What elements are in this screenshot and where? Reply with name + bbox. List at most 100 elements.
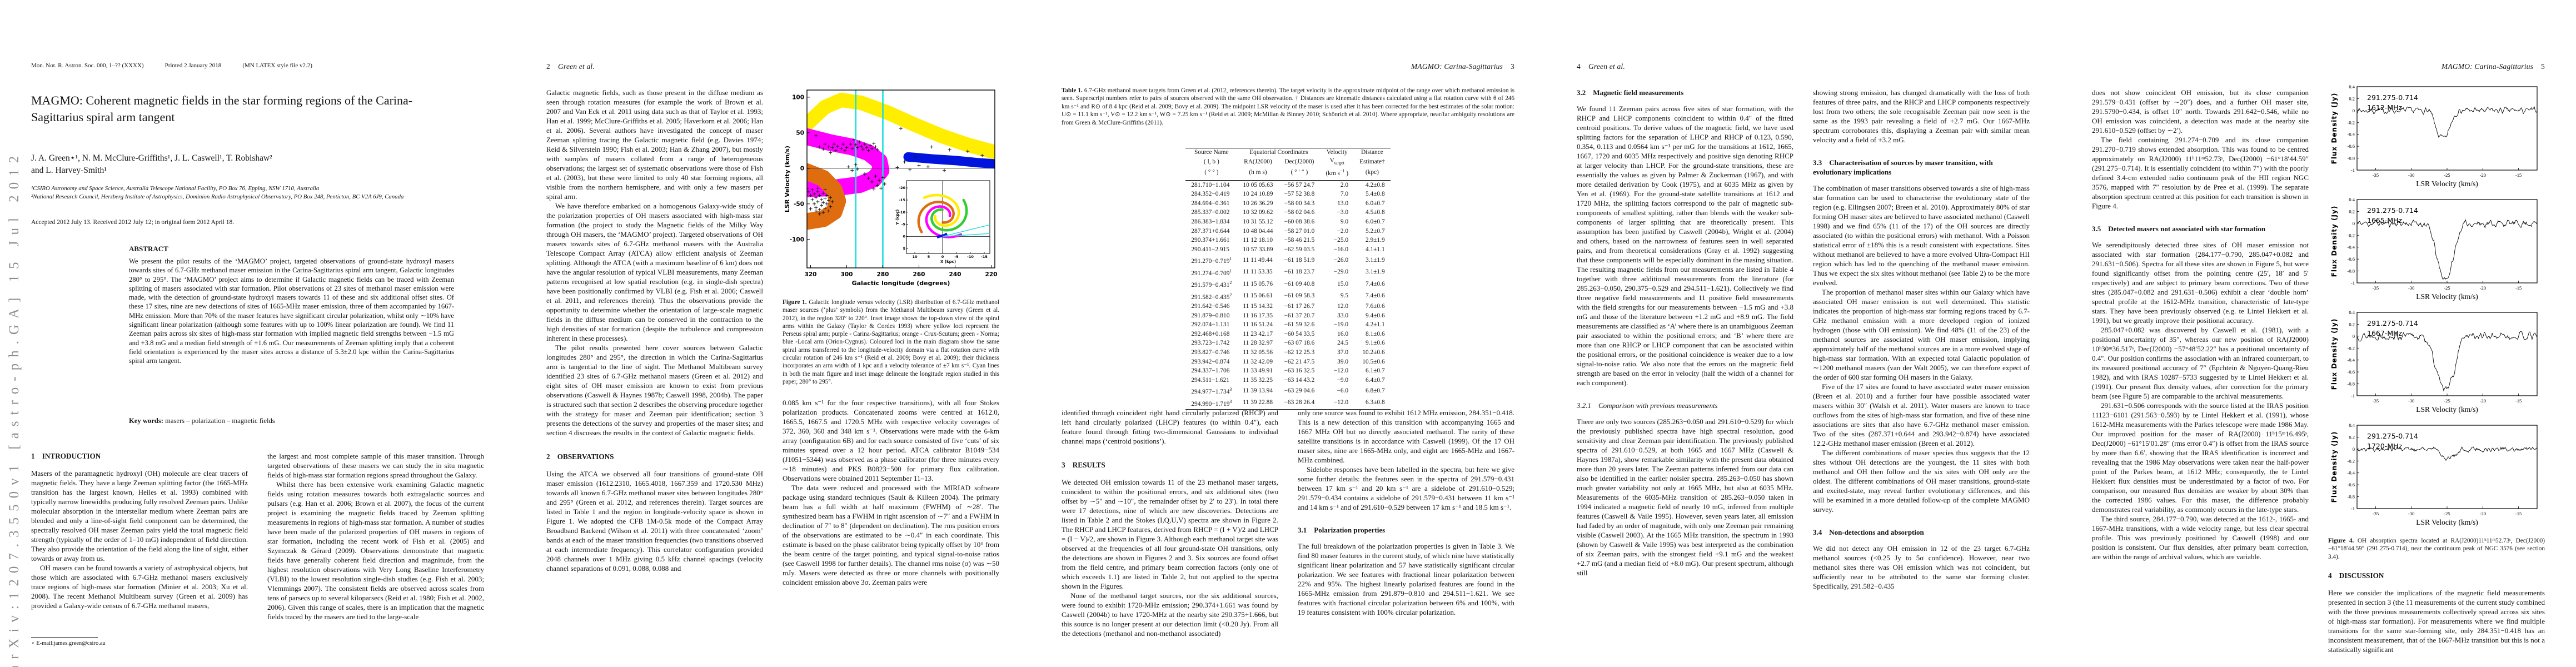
- svg-text:0: 0: [2353, 221, 2355, 226]
- svg-text:100: 100: [792, 94, 804, 101]
- footnote-rule: [31, 637, 98, 638]
- svg-text:-1: -1: [2351, 506, 2355, 511]
- paragraph: The third source, 284.177−0.790, was det…: [2092, 515, 2309, 561]
- x-axis-label: LSR Velocity (km/s): [2416, 405, 2478, 414]
- svg-text:0.4: 0.4: [2349, 310, 2355, 315]
- svg-text:-0.8: -0.8: [2348, 381, 2355, 387]
- section-heading: 1 INTRODUCTION: [31, 452, 101, 460]
- svg-text:-1: -1: [2351, 393, 2355, 399]
- table-cell: −9.0: [1337, 376, 1349, 384]
- table-cell: 5.4±0.8: [1365, 191, 1385, 198]
- table-row: 293.942−0.874 11 32 42.09 −62 21 47.5 39.0 1…: [1185, 357, 1390, 367]
- table-cell: 293.723−1.742: [1191, 340, 1230, 347]
- table-cell: 33.0: [1337, 312, 1349, 319]
- table-cell: 9.5: [1340, 292, 1349, 299]
- svg-text:-15: -15: [981, 255, 988, 259]
- table-cell: 39.0: [1337, 358, 1349, 365]
- table-cell: 8.1±0.6: [1365, 330, 1385, 337]
- running-title: MAGMO: Carina-Sagittarius: [1411, 62, 1503, 71]
- svg-text:-0.4: -0.4: [2348, 470, 2355, 476]
- table-cell: −63 07 18.6: [1284, 340, 1315, 347]
- table-cell: 286.383−1.834: [1191, 218, 1230, 226]
- table-cell: 16.0: [1337, 330, 1349, 337]
- table-cell: −6.0: [1337, 387, 1349, 394]
- paragraph: 0.085 km s⁻¹ for the four respective tra…: [783, 399, 999, 483]
- section-heading: 2 OBSERVATIONS: [546, 452, 614, 461]
- table-cell: 291.879−0.810: [1191, 312, 1230, 319]
- transition-label: 1720-MHz: [2367, 442, 2403, 450]
- paragraph: The pilot results presented here cover s…: [546, 344, 763, 437]
- paragraph: does not show coincident OH emission, bu…: [2092, 88, 2309, 135]
- paragraph: The data were reduced and processed with…: [783, 484, 999, 587]
- spectrum-trace: [2356, 331, 2538, 392]
- table-cell: 7.4±0.6: [1365, 292, 1385, 299]
- svg-text:0.2: 0.2: [2349, 434, 2355, 440]
- table-cell: 11 15 05.76: [1243, 280, 1273, 287]
- paragraph: We serendipitously detected three sites …: [2092, 241, 2309, 325]
- section-heading: 3.4 Non-detections and absorption: [1813, 528, 1924, 536]
- table-cell: −63 16 32.5: [1284, 367, 1315, 375]
- column-header: Distance: [1361, 149, 1383, 156]
- inset-galaxy-topdown: 10 5 0 -5 -10 -15 -20 -15 -10 -5 0 5 X (kpc) Y (kpc): [895, 180, 990, 264]
- table-cell: −19.0: [1333, 321, 1349, 328]
- table-cell: −58 02 04.6: [1284, 209, 1315, 216]
- table-cell: 3.1±1.9: [1365, 268, 1385, 276]
- svg-text:-20: -20: [2480, 511, 2486, 516]
- table-row: 294.990−1.7193 11 39 22.88 −63 28 26.4 −12.…: [1185, 397, 1390, 409]
- inset-cyan-line: [942, 233, 990, 237]
- table-cell: 4.5±0.8: [1365, 209, 1385, 216]
- table-row: 291.274−0.7091 11 11 53.35 −61 18 23.7 −29.…: [1185, 266, 1390, 278]
- table1-caption-label: Table 1.: [1062, 87, 1083, 94]
- affiliations: ¹CSIRO Astronomy and Space Science, Aust…: [31, 185, 459, 201]
- table-cell: 11 11 49.44: [1243, 256, 1273, 263]
- inset-spiral-arm: [923, 193, 960, 227]
- svg-text:0.2: 0.2: [2349, 321, 2355, 327]
- keywords-line: Key words: masers – polarization – magne…: [129, 417, 454, 425]
- table-cell: 284.352−0.419: [1191, 191, 1230, 198]
- table-cell: 10.2±0.6: [1362, 349, 1385, 356]
- svg-text:50: 50: [796, 130, 804, 136]
- spectrum-plot-1612: 0.4 0.2 0 -0.2 -0.4 -0.6 -0.8 -1 -35 -30 -25 -20 -15…: [2328, 82, 2545, 194]
- svg-text:-35: -35: [2373, 285, 2379, 291]
- table-cell: −62 59 03.5: [1284, 246, 1315, 253]
- svg-text:-20: -20: [2480, 285, 2486, 291]
- table-cell: 11 32 42.09: [1243, 358, 1273, 365]
- svg-text:-0.8: -0.8: [2348, 268, 2355, 274]
- table-row: 291.879−0.810 11 16 17.35 −61 37 20.7 33.0 9…: [1185, 311, 1390, 321]
- svg-text:-0.2: -0.2: [2348, 345, 2355, 351]
- table-cell: −3.0: [1337, 209, 1349, 216]
- figure1-caption-text: Galactic longitude versus velocity (LSR)…: [783, 299, 999, 385]
- paragraph: 285.047+0.082 was discovered by Caswell …: [2092, 326, 2309, 400]
- table-cell: −60 54 33.5: [1284, 330, 1315, 337]
- svg-text:0.2: 0.2: [2349, 96, 2355, 101]
- journal-header: Mon. Not. R. Astron. Soc. 000, 1–?? (XXX…: [31, 62, 333, 69]
- table-cell: 287.371+0.644: [1191, 227, 1230, 235]
- svg-text:0.4: 0.4: [2349, 422, 2355, 428]
- transition-label: 1612-MHz: [2367, 103, 2403, 112]
- table-row: 284.694−0.361 10 26 36.29 −58 00 34.3 13.0 6…: [1185, 199, 1390, 208]
- table-cell: 11 12 18.10: [1243, 237, 1273, 244]
- svg-text:0: 0: [2353, 446, 2355, 452]
- table-cell: −61 59 32.6: [1284, 321, 1315, 328]
- section-heading: 3 RESULTS: [1062, 461, 1105, 469]
- paragraph: the largest and most complete sample of …: [267, 452, 484, 479]
- column-header: Equatorial Coordinates: [1249, 149, 1308, 156]
- svg-text:0: 0: [903, 234, 905, 238]
- inset-cyan-line: [942, 224, 990, 237]
- page-2: 2 Green et al. Galactic magnetic fields, …: [515, 0, 1030, 667]
- transition-label: 1667-MHz: [2367, 329, 2403, 337]
- table-row: 291.582−0.4352 11 15 06.61 −61 09 58.3 9.5 7…: [1185, 290, 1390, 302]
- page4-column-right: showing strong emission, has changed dra…: [1813, 88, 2030, 591]
- svg-text:-20: -20: [2480, 172, 2486, 178]
- spectrum-plot-1720: 0.4 0.2 0 -0.2 -0.4 -0.6 -0.8 -1 -35 -30 -25 -20 -15…: [2328, 421, 2545, 532]
- table-cell: 10.5±0.6: [1362, 358, 1385, 365]
- table-cell: 11 15 06.61: [1243, 292, 1273, 299]
- table1-header: Source Name Equatorial Coordinates Velocit…: [1185, 148, 1391, 181]
- table-cell: 10 31 55.12: [1243, 218, 1273, 226]
- svg-text:-100: -100: [790, 236, 804, 243]
- svg-text:-10: -10: [967, 255, 974, 259]
- figure4-caption-text: OH absorption spectra located at RA(J200…: [2328, 537, 2545, 560]
- svg-text:-10: -10: [899, 210, 905, 215]
- arm-perseus: [807, 92, 995, 160]
- svg-text:-25: -25: [2444, 398, 2450, 404]
